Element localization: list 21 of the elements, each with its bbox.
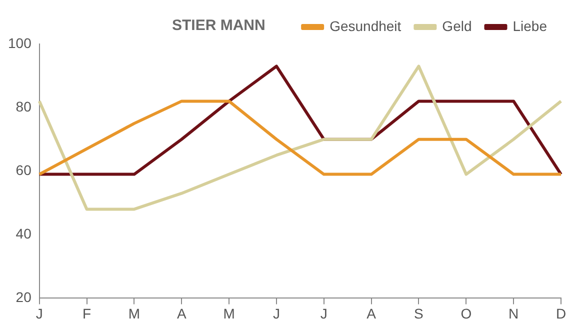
chart-title: STIER MANN xyxy=(172,17,266,34)
y-tick-label: 20 xyxy=(16,289,32,306)
x-tick-label: S xyxy=(414,305,424,322)
x-tick-label: D xyxy=(556,305,566,322)
y-tick-label: 60 xyxy=(16,162,32,178)
x-tick-label: M xyxy=(223,305,235,322)
x-tick-label: J xyxy=(36,305,43,322)
x-tick-label: A xyxy=(366,305,377,322)
x-tick-label: M xyxy=(128,305,140,322)
x-tick-label: J xyxy=(272,305,280,322)
legend-label: Geld xyxy=(442,18,472,34)
y-tick-label: 100 xyxy=(8,34,32,51)
x-tick-label: A xyxy=(176,305,187,322)
y-tick-label: 40 xyxy=(16,226,32,242)
x-tick-label: O xyxy=(460,305,472,322)
legend-label: Gesundheit xyxy=(330,18,402,34)
x-tick-label: J xyxy=(320,305,328,322)
y-tick-label: 80 xyxy=(16,98,32,114)
x-tick-label: N xyxy=(508,305,519,322)
legend-label: Liebe xyxy=(512,18,548,34)
x-tick-label: F xyxy=(82,305,92,322)
